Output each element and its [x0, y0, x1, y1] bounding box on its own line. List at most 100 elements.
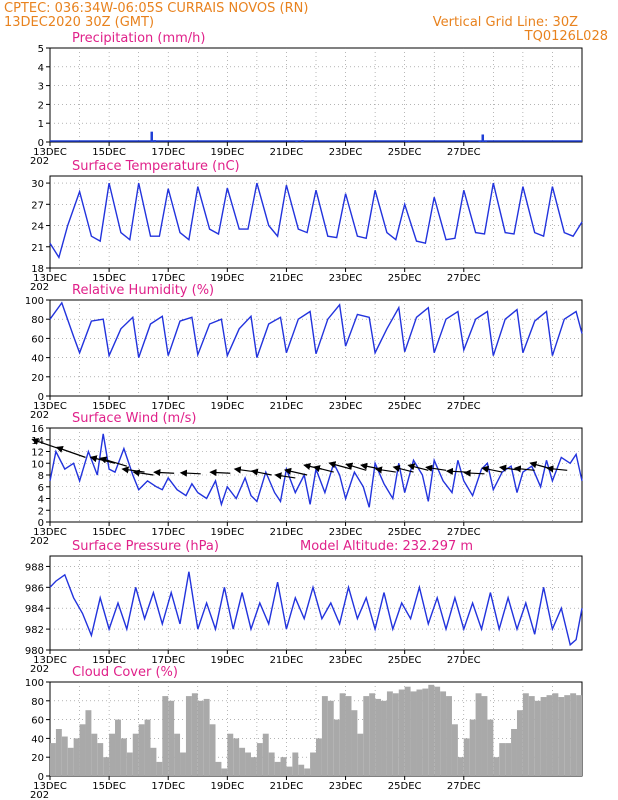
y-tick-label: 6 — [38, 483, 44, 494]
cloud-bar — [292, 752, 299, 776]
wind-arrow — [374, 466, 396, 474]
header-run-code: TQ0126L028 — [524, 29, 608, 44]
panel-2: 0 20 40 60 80 100 13DEC 15DEC 17DEC 19DEC 21DEC 23D… — [25, 283, 583, 421]
x-tick-label: 15DEC — [92, 781, 126, 792]
x-tick-label: 27DEC — [447, 401, 481, 412]
panel-title: Surface Pressure (hPa) — [72, 539, 219, 554]
cloud-bar — [50, 743, 56, 776]
y-tick-label: 982 — [25, 625, 44, 636]
panel-title: Surface Temperature (nC) — [72, 159, 240, 174]
panel-title: Precipitation (mm/h) — [72, 31, 205, 46]
cloud-bar — [469, 719, 476, 776]
cloud-bar — [61, 736, 68, 776]
cloud-bar — [333, 719, 340, 776]
y-tick-label: 8 — [38, 471, 44, 482]
cloud-bar — [357, 733, 364, 776]
cloud-bar — [576, 695, 582, 776]
cloud-bar — [440, 691, 447, 776]
y-tick-label: 80 — [31, 315, 44, 326]
cloud-bar — [55, 729, 62, 776]
wind-arrow — [55, 445, 86, 458]
x-tick-label: 25DEC — [388, 273, 422, 284]
x-year-label: 202 — [30, 790, 49, 800]
wind-arrow — [274, 472, 296, 480]
cloud-bar — [156, 761, 163, 776]
panel-title: Cloud Cover (%) — [72, 665, 178, 680]
y-tick-label: 4 — [38, 63, 44, 74]
wind-arrow — [407, 463, 429, 471]
y-tick-label: 986 — [25, 583, 44, 594]
cloud-bar — [392, 693, 399, 776]
x-tick-label: 21DEC — [270, 401, 304, 412]
cloud-bar — [73, 738, 80, 776]
cloud-bar — [203, 698, 210, 776]
wind-arrow — [179, 469, 201, 477]
wind-arrow — [513, 465, 535, 473]
y-tick-label: 100 — [25, 678, 44, 689]
x-tick-label: 21DEC — [270, 147, 304, 158]
cloud-bar — [103, 757, 110, 776]
cloud-bar — [505, 743, 512, 776]
x-tick-label: 17DEC — [151, 273, 185, 284]
panel-5: 0 20 40 60 80 100 13DEC 15DEC 17DEC 19DEC 21DEC 23D… — [25, 665, 583, 800]
y-tick-label: 40 — [31, 354, 44, 365]
cloud-bar — [522, 693, 529, 776]
panel-3: 024681012141613DEC15DEC17DEC19DEC21DEC23… — [30, 411, 583, 547]
cloud-bar — [245, 752, 251, 776]
x-tick-label: 23DEC — [329, 527, 363, 538]
cloud-bar — [150, 747, 157, 776]
x-tick-label: 17DEC — [151, 527, 185, 538]
y-tick-label: 2 — [38, 506, 44, 517]
cloud-bar — [91, 733, 98, 776]
cloud-bar — [197, 700, 204, 776]
cloud-bar — [256, 743, 263, 776]
wind-arrow — [392, 465, 414, 473]
y-tick-label: 5 — [38, 44, 44, 55]
cloud-bar — [310, 752, 316, 776]
x-tick-label: 15DEC — [92, 273, 126, 284]
cloud-bar — [221, 768, 228, 776]
y-tick-label: 0 — [38, 392, 44, 403]
cloud-bar — [180, 752, 186, 776]
x-tick-label: 19DEC — [210, 147, 244, 158]
y-tick-label: 2 — [38, 100, 44, 111]
y-tick-label: 3 — [38, 82, 44, 93]
x-tick-label: 17DEC — [151, 401, 185, 412]
cloud-bar — [463, 738, 470, 776]
cloud-bar — [540, 697, 547, 776]
wind-arrow — [425, 464, 447, 472]
cloud-bar — [262, 733, 269, 776]
cloud-bar — [558, 697, 565, 776]
cloud-bar — [404, 686, 411, 776]
y-tick-label: 27 — [31, 200, 44, 211]
cloud-bar — [451, 724, 458, 776]
y-tick-label: 0 — [38, 772, 44, 783]
cloud-bar — [351, 710, 358, 776]
y-tick-label: 21 — [31, 243, 44, 254]
wind-arrow — [132, 469, 154, 477]
cloud-bar — [79, 724, 86, 776]
cloud-bar — [209, 724, 216, 776]
y-tick-label: 980 — [25, 646, 44, 657]
x-tick-label: 17DEC — [151, 147, 185, 158]
cloud-bar — [185, 696, 192, 776]
wind-arrow — [546, 465, 568, 473]
cloud-bar — [85, 710, 92, 776]
cloud-bar — [475, 693, 482, 776]
x-tick-label: 25DEC — [388, 781, 422, 792]
cloud-bar — [487, 719, 494, 776]
cloud-bar — [191, 693, 198, 776]
cloud-bar — [564, 695, 571, 776]
panel-title: Surface Wind (m/s) — [72, 411, 196, 426]
x-tick-label: 13DEC — [33, 655, 67, 666]
y-tick-label: 0 — [38, 518, 44, 529]
precip-bar — [150, 131, 153, 142]
x-year-label: 202 — [30, 282, 49, 293]
cloud-bar — [416, 689, 423, 776]
x-tick-label: 27DEC — [447, 273, 481, 284]
y-tick-label: 988 — [25, 562, 44, 573]
y-tick-label: 24 — [31, 222, 44, 233]
cloud-bar — [67, 747, 74, 776]
cloud-bar — [109, 733, 116, 776]
